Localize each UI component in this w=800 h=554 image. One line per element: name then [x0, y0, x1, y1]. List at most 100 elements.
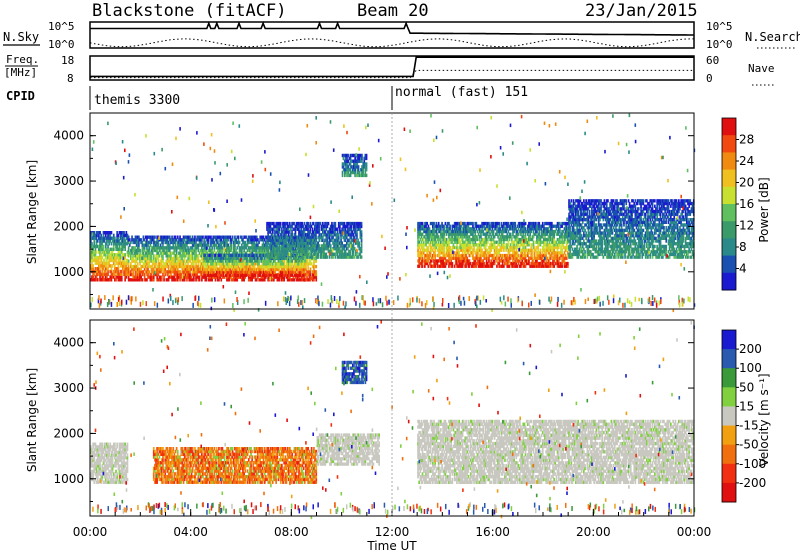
heatmap-cell: [195, 259, 197, 263]
heatmap-cell: [234, 251, 236, 255]
heatmap-cell: [167, 248, 170, 253]
heatmap-cell: [119, 264, 122, 268]
heatmap-cell: [90, 264, 92, 268]
heatmap-cell: [205, 235, 208, 239]
heatmap-cell: [170, 267, 172, 271]
heatmap-cell: [243, 246, 245, 250]
heatmap-cell: [142, 248, 145, 253]
heatmap-cell: [94, 233, 97, 238]
heatmap-cell: [130, 270, 132, 274]
heatmap-cell: [186, 243, 188, 247]
heatmap-cell: [176, 243, 179, 247]
heatmap-cell: [142, 251, 145, 255]
heatmap-cell: [98, 261, 100, 265]
heatmap-cell: [120, 275, 123, 279]
heatmap-cell: [238, 248, 241, 253]
heatmap-cell: [140, 278, 142, 282]
heatmap-cell: [147, 270, 149, 274]
heatmap-cell: [175, 254, 178, 258]
heatmap-cell: [181, 262, 184, 266]
heatmap-cell: [291, 240, 293, 245]
heatmap-cell: [187, 264, 189, 269]
heatmap-cell: [195, 238, 197, 242]
heatmap-cell: [146, 256, 148, 261]
heatmap-cell: [193, 256, 195, 261]
heatmap-cell: [101, 272, 104, 276]
heatmap-cell: [191, 278, 194, 282]
heatmap-cell: [242, 275, 244, 279]
heatmap-cell: [140, 267, 142, 271]
heatmap-cell: [150, 272, 153, 277]
heatmap-cell: [146, 251, 148, 255]
heatmap-cell: [214, 238, 217, 242]
heatmap-cell: [194, 267, 196, 271]
heatmap-cell: [125, 272, 128, 276]
heatmap-cell: [239, 248, 242, 253]
heatmap-cell: [159, 262, 162, 266]
heatmap-cell: [172, 246, 175, 250]
heatmap-cell: [143, 267, 146, 271]
heatmap-cell: [176, 259, 179, 263]
heatmap-cell: [107, 231, 109, 235]
heatmap-cell: [168, 256, 171, 261]
heatmap-cell: [309, 278, 312, 282]
heatmap-cell: [101, 255, 104, 260]
heatmap-cell: [110, 267, 113, 271]
heatmap-cell: [213, 267, 216, 272]
heatmap-cell: [265, 240, 267, 245]
heatmap-cell: [258, 264, 260, 269]
heatmap-cell: [90, 258, 92, 263]
heatmap-cell: [206, 262, 209, 266]
heatmap-cell: [196, 270, 199, 274]
heatmap-cell: [139, 272, 141, 277]
heatmap-cell: [142, 264, 145, 269]
heatmap-cell: [182, 259, 185, 263]
heatmap-cell: [110, 264, 113, 268]
heatmap-cell: [261, 235, 264, 239]
heatmap-cell: [201, 243, 203, 247]
heatmap-cell: [170, 264, 172, 269]
heatmap-cell: [203, 243, 205, 247]
heatmap-cell: [193, 262, 195, 266]
heatmap-cell: [199, 240, 202, 245]
heatmap-cell: [127, 238, 130, 242]
heatmap-cell: [229, 235, 232, 239]
heatmap-cell: [247, 272, 250, 277]
heatmap-cell: [293, 255, 296, 259]
heatmap-cell: [136, 278, 139, 282]
heatmap-cell: [91, 258, 93, 263]
heatmap-cell: [213, 262, 216, 266]
heatmap-cell: [135, 275, 138, 279]
heatmap-cell: [229, 248, 232, 253]
heatmap-cell: [249, 275, 251, 279]
heatmap-cell: [176, 275, 179, 279]
heatmap-cell: [127, 264, 130, 269]
heatmap-cell: [136, 272, 139, 277]
heatmap-cell: [150, 259, 153, 263]
heatmap-cell: [149, 259, 152, 263]
heatmap-cell: [95, 261, 98, 265]
heatmap-cell: [188, 267, 191, 271]
heatmap-cell: [98, 255, 100, 260]
heatmap-cell: [148, 251, 150, 255]
heatmap-cell: [111, 253, 114, 257]
heatmap-cell: [106, 247, 108, 251]
heatmap-cell: [94, 244, 97, 249]
heatmap-cell: [126, 236, 129, 240]
heatmap-cell: [125, 258, 128, 263]
heatmap-cell: [213, 248, 216, 253]
heatmap-cell: [251, 278, 253, 282]
heatmap-cell: [150, 251, 153, 255]
heatmap-cell: [152, 259, 155, 263]
heatmap-cell: [251, 235, 253, 239]
heatmap-cell: [154, 240, 156, 245]
heatmap-cell: [102, 272, 105, 276]
station-title: Blackstone (fitACF): [92, 1, 286, 21]
heatmap-cell: [103, 253, 106, 257]
heatmap-cell: [104, 275, 107, 279]
heatmap-cell: [245, 235, 248, 239]
heatmap-cell: [164, 238, 167, 242]
heatmap-cell: [254, 256, 257, 261]
heatmap-cell: [102, 231, 105, 235]
heatmap-cell: [301, 248, 304, 253]
